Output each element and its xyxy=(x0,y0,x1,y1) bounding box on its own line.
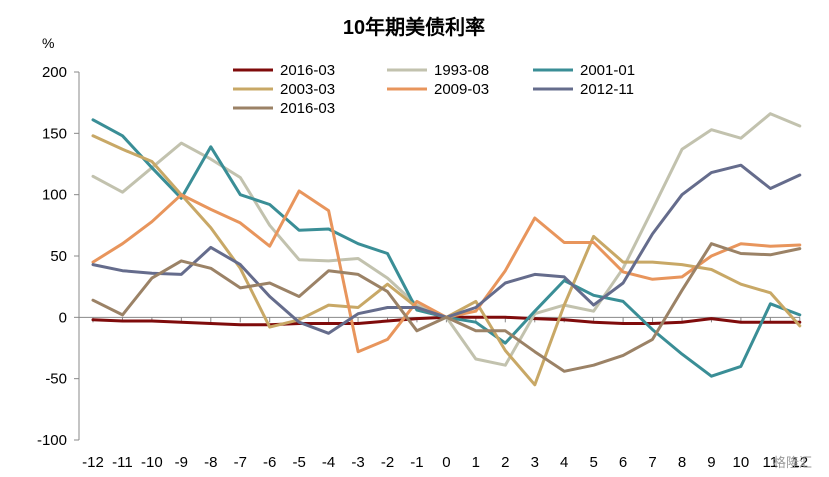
x-tick-label: 9 xyxy=(707,454,715,471)
legend: 2016-03 1993-08 2001-01 2003-03 2009-03 2012-… xyxy=(233,62,635,117)
series-line-2001-01-2 xyxy=(91,118,802,378)
x-tick-label: -5 xyxy=(292,454,305,471)
y-axis-unit-label: % xyxy=(42,35,54,51)
legend-label: 2012-11 xyxy=(580,81,634,98)
x-tick-label: -10 xyxy=(141,454,163,471)
y-tick-label: -100 xyxy=(37,432,67,449)
legend-label: 2016-03 xyxy=(280,100,335,117)
chart-title: 10年期美债利率 xyxy=(343,15,485,39)
x-tick-label: 1 xyxy=(472,454,480,471)
y-tick-label: 0 xyxy=(59,309,67,326)
x-tick-label: -6 xyxy=(263,454,276,471)
x-tick-label: -12 xyxy=(82,454,104,471)
y-tick-label: -50 xyxy=(45,371,67,388)
x-tick-label: 7 xyxy=(648,454,656,471)
x-tick-label: 6 xyxy=(619,454,627,471)
watermark-text: 格隆汇 xyxy=(773,455,812,470)
series-line-2012-11-5 xyxy=(91,163,802,335)
x-tick-label: -8 xyxy=(204,454,217,471)
series-lines xyxy=(91,112,802,387)
x-tick-label: 5 xyxy=(589,454,597,471)
x-tick-label: 4 xyxy=(560,454,568,471)
y-tick-label: 50 xyxy=(50,248,67,265)
x-tick-label: -11 xyxy=(112,454,133,471)
series-line-2016-03-6 xyxy=(91,242,802,373)
legend-label: 1993-08 xyxy=(434,62,489,79)
x-tick-label: -2 xyxy=(381,454,394,471)
x-tick-label: -9 xyxy=(175,454,188,471)
x-tick-label: 11 xyxy=(763,454,779,471)
x-tick-label: -7 xyxy=(234,454,247,471)
legend-label: 2001-01 xyxy=(580,62,635,79)
y-tick-label: 200 xyxy=(42,64,67,81)
y-tick-label: 150 xyxy=(42,125,67,142)
series-line-1993-08-1 xyxy=(91,112,802,367)
x-tick-label: 0 xyxy=(442,454,450,471)
legend-label: 2009-03 xyxy=(434,81,489,98)
x-tick-label: -1 xyxy=(410,454,423,471)
x-tick-label: 3 xyxy=(531,454,539,471)
x-tick-label: 12 xyxy=(791,454,808,471)
y-tick-label: 100 xyxy=(42,187,67,204)
x-tick-label: -4 xyxy=(322,454,335,471)
legend-label: 2003-03 xyxy=(280,81,335,98)
x-tick-label: 2 xyxy=(501,454,509,471)
x-tick-label: -3 xyxy=(351,454,364,471)
legend-label: 2016-03 xyxy=(280,62,335,79)
x-tick-label: 10 xyxy=(733,454,750,471)
series-line-2003-03-3 xyxy=(91,134,802,387)
x-tick-label: 8 xyxy=(678,454,686,471)
